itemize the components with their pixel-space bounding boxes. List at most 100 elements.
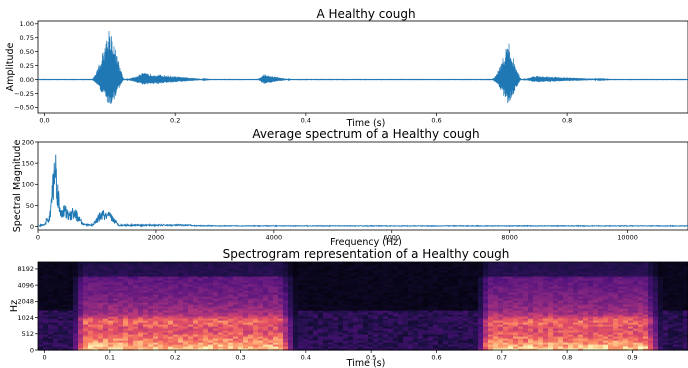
- spectrogram-cell: [478, 272, 484, 275]
- spectrogram-cell: [433, 346, 439, 349]
- spectrogram-cell: [558, 330, 564, 333]
- spectrogram-cell: [553, 330, 559, 333]
- spectrogram-cell: [83, 268, 89, 271]
- spectrogram-cell: [213, 342, 219, 345]
- spectrogram-cell: [268, 274, 274, 277]
- spectrogram-cell: [48, 276, 54, 279]
- spectrogram-cell: [213, 270, 219, 273]
- spectrogram-cell: [238, 346, 244, 349]
- spectrogram-cell: [268, 290, 274, 293]
- spectrogram-cell: [543, 328, 549, 331]
- spectrogram-cell: [153, 340, 159, 343]
- spectrogram-cell: [53, 274, 59, 277]
- spectrogram-cell: [43, 304, 49, 307]
- spectrogram-cell: [368, 292, 374, 295]
- spectrogram-cell: [163, 294, 169, 297]
- spectrogram-cell: [363, 340, 369, 343]
- spectrogram-cell: [268, 324, 274, 327]
- spectrogram-cell: [293, 278, 299, 281]
- spectrogram-cell: [533, 270, 539, 273]
- spectrogram-cell: [553, 344, 559, 347]
- spectrogram-cell: [403, 334, 409, 337]
- spectrogram-cell: [273, 348, 279, 351]
- spectrogram-cell: [83, 290, 89, 293]
- spectrogram-cell: [333, 264, 339, 267]
- spectrogram-cell: [353, 282, 359, 285]
- spectrogram-cell: [388, 338, 394, 341]
- spectrogram-cell: [423, 286, 429, 289]
- spectrogram-cell: [593, 318, 599, 321]
- spectrogram-cell: [478, 280, 484, 283]
- spectrogram-cell: [458, 298, 464, 301]
- spectrogram-cell: [133, 276, 139, 279]
- spectrogram-cell: [63, 294, 69, 297]
- spectrogram-cell: [568, 266, 574, 269]
- spectrogram-cell: [363, 334, 369, 337]
- spectrogram-cell: [433, 328, 439, 331]
- spectrogram-cell: [558, 274, 564, 277]
- spectrogram-cell: [238, 308, 244, 311]
- spectrogram-cell: [98, 334, 104, 337]
- spectrogram-cell: [438, 332, 444, 335]
- spectrogram-cell: [198, 294, 204, 297]
- spectrogram-cell: [163, 322, 169, 325]
- spectrogram-cell: [133, 320, 139, 323]
- spectrogram-cell: [153, 316, 159, 319]
- spectrogram-cell: [468, 288, 474, 291]
- spectrogram-cell: [458, 292, 464, 295]
- spectrogram-cell: [338, 334, 344, 337]
- spectrogram-cell: [438, 344, 444, 347]
- spectrogram-cell: [108, 330, 114, 333]
- spectrogram-cell: [218, 316, 224, 319]
- spectrogram-cell: [383, 272, 389, 275]
- spectrogram-cell: [543, 274, 549, 277]
- spectrogram-cell: [443, 312, 449, 315]
- spectrogram-cell: [418, 278, 424, 281]
- spectrogram-cell: [558, 348, 564, 351]
- spectrogram-cell: [148, 328, 154, 331]
- spectrogram-cell: [308, 302, 314, 305]
- spectrogram-cell: [223, 266, 229, 269]
- spectrogram-cell: [233, 334, 239, 337]
- spectrogram-cell: [418, 312, 424, 315]
- spectrogram-cell: [458, 280, 464, 283]
- spectrogram-cell: [553, 268, 559, 271]
- spectrogram-cell: [298, 290, 304, 293]
- spectrogram-cell: [268, 268, 274, 271]
- spectrogram-cell: [153, 324, 159, 327]
- spectrogram-cell: [588, 318, 594, 321]
- spectrogram-cell: [158, 332, 164, 335]
- spectrogram-cell: [268, 308, 274, 311]
- spectrogram-cell: [73, 302, 79, 305]
- spectrogram-cell: [258, 262, 264, 265]
- spectrogram-cell: [568, 314, 574, 317]
- spectrogram-cell: [148, 268, 154, 271]
- spectrogram-cell: [263, 316, 269, 319]
- spectrogram-cell: [318, 334, 324, 337]
- spectrogram-cell: [338, 264, 344, 267]
- spectrogram-cell: [338, 290, 344, 293]
- spectrogram-cell: [168, 272, 174, 275]
- spectrogram-cell: [333, 312, 339, 315]
- spectrogram-cell: [283, 292, 289, 295]
- spectrogram-cell: [318, 294, 324, 297]
- spectrogram-cell: [98, 308, 104, 311]
- spectrogram-cell: [383, 328, 389, 331]
- spectrogram-cell: [168, 340, 174, 343]
- spectrogram-cell: [63, 332, 69, 335]
- spectrogram-cell: [133, 316, 139, 319]
- spectrogram-cell: [228, 292, 234, 295]
- spectrogram-cell: [388, 294, 394, 297]
- spectrogram-cell: [128, 274, 134, 277]
- spectrogram-cell: [203, 262, 209, 265]
- spectrogram-cell: [528, 272, 534, 275]
- spectrogram-cell: [78, 334, 84, 337]
- spectrogram-cell: [408, 308, 414, 311]
- spectrogram-cell: [323, 306, 329, 309]
- spectrogram-cell: [83, 296, 89, 299]
- spectrogram-cell: [243, 330, 249, 333]
- spectrogram-cell: [483, 270, 489, 273]
- spectrogram-cell: [278, 272, 284, 275]
- spectrogram-cell: [153, 338, 159, 341]
- spectrogram-cell: [463, 286, 469, 289]
